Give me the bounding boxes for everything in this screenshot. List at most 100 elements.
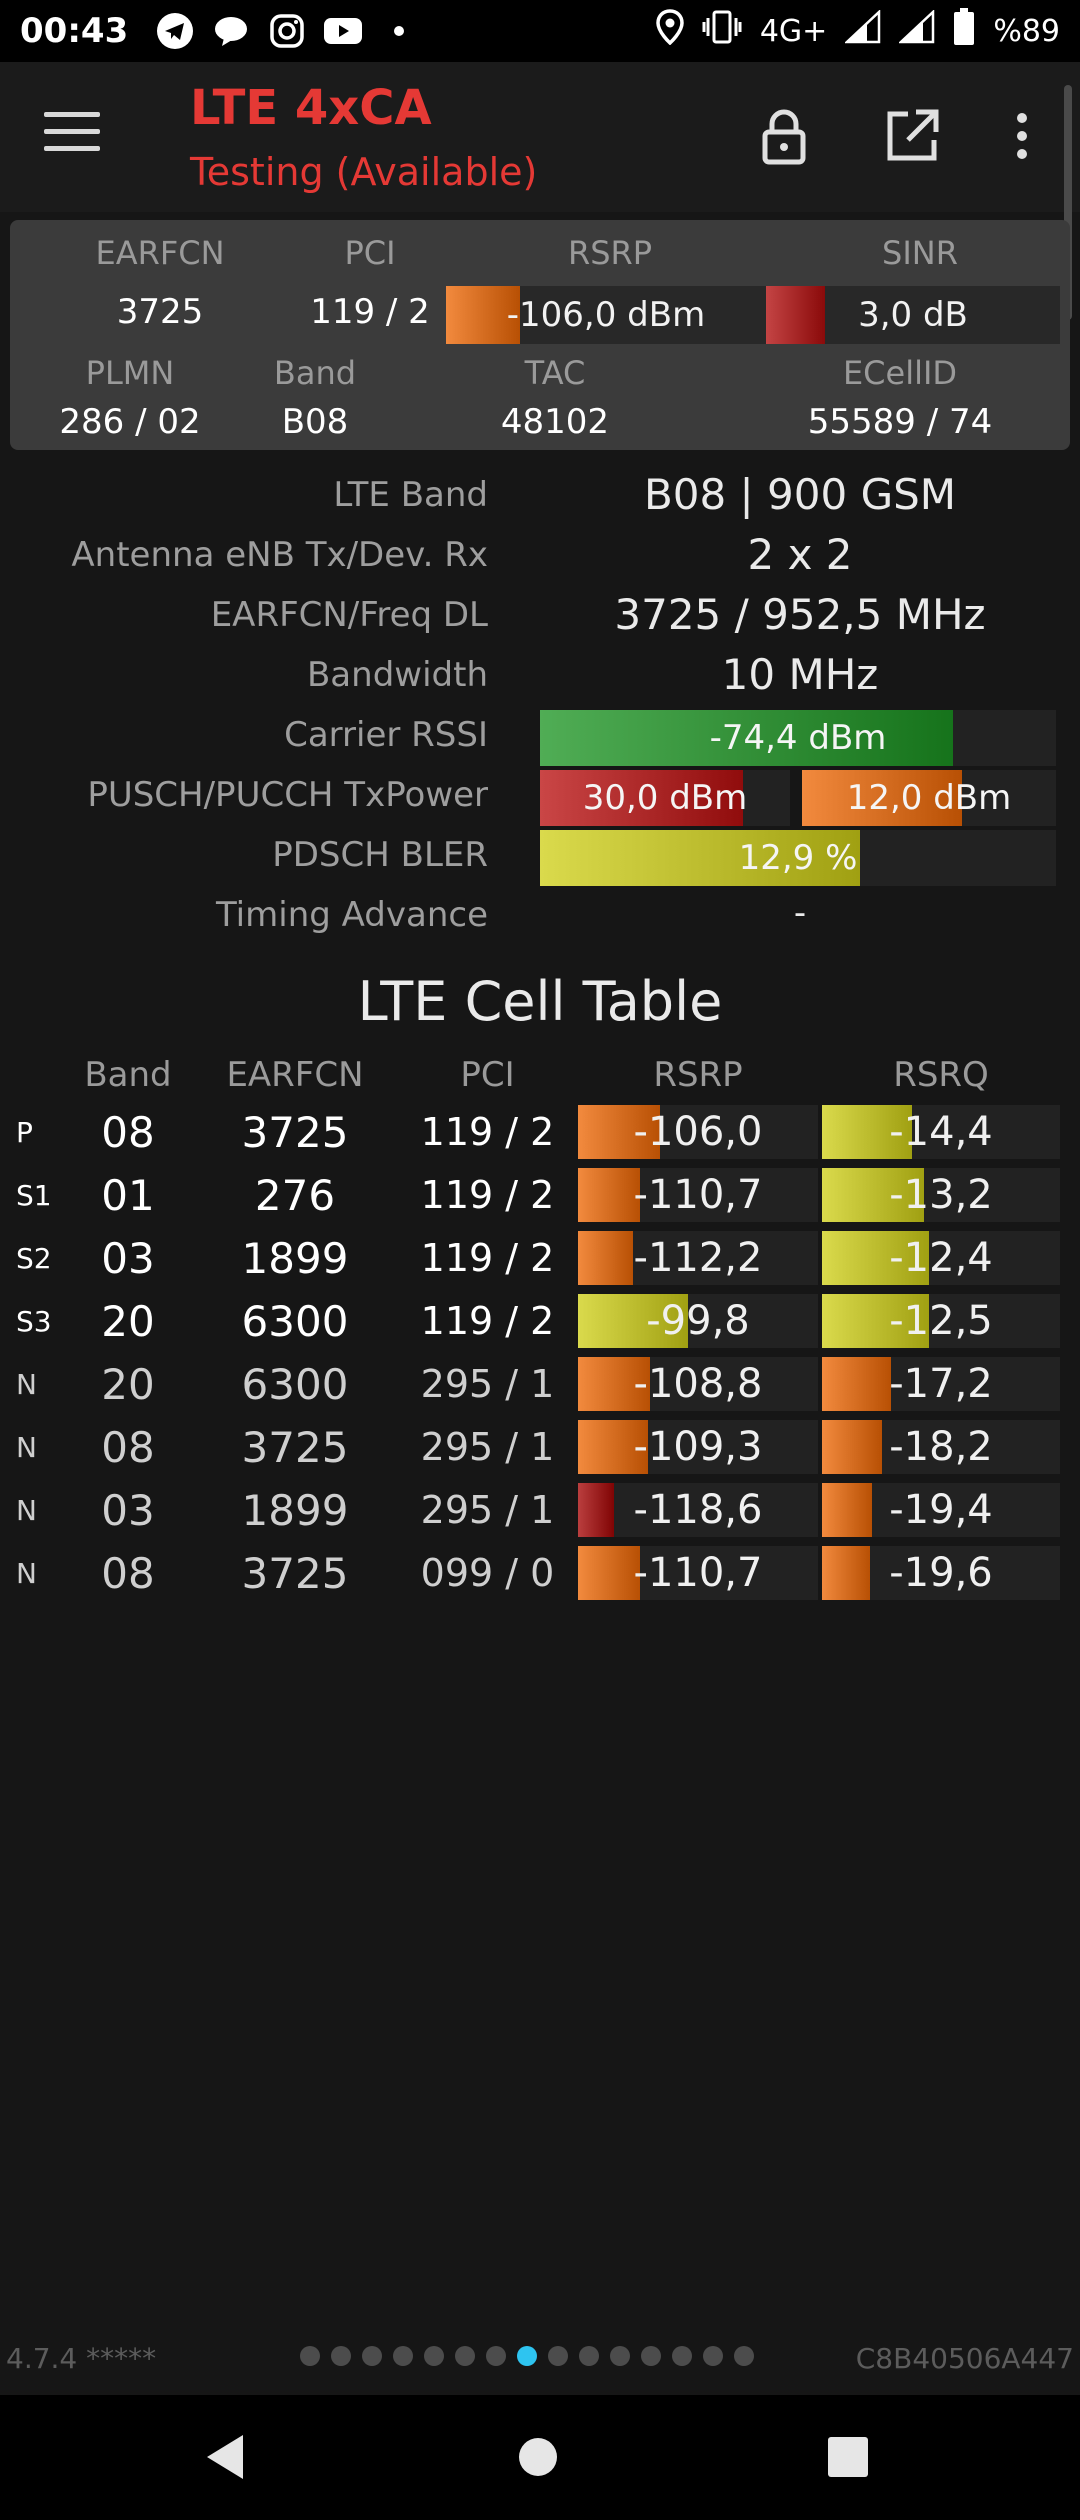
band-label: Band: [273, 354, 357, 392]
cell-rsrq-bar-fill: [822, 1168, 925, 1222]
table-row: N 03 1899 295 / 1 -118,6 -19,4: [0, 1479, 1080, 1541]
more-options-button[interactable]: [1000, 104, 1044, 168]
cell-rsrp-value: -108,8: [633, 1361, 763, 1407]
page-dot[interactable]: [362, 2346, 382, 2366]
bler-bar: 12,9 %: [540, 830, 1056, 886]
plmn-value: 286 / 02: [59, 402, 201, 442]
pusch-power-value: 30,0 dBm: [582, 778, 748, 818]
page-dot[interactable]: [331, 2346, 351, 2366]
cell-rsrp-bar: -110,7: [578, 1168, 818, 1222]
lock-button[interactable]: [752, 104, 816, 168]
cell-rsrq-value: -17,2: [889, 1361, 993, 1407]
cell-band: 01: [101, 1170, 155, 1220]
rsrp-label: RSRP: [567, 234, 653, 272]
rsrp-value: -106,0 dBm: [506, 295, 706, 335]
cell-rsrp-bar: -110,7: [578, 1546, 818, 1600]
table-row: P 08 3725 119 / 2 -106,0 -14,4: [0, 1101, 1080, 1163]
cell-earfcn: 6300: [241, 1359, 349, 1409]
recents-button[interactable]: [818, 2427, 878, 2487]
bandwidth-label: Bandwidth: [306, 655, 488, 695]
cell-type: N: [16, 1367, 37, 1401]
band-value: B08: [281, 402, 349, 442]
antenna-label: Antenna eNB Tx/Dev. Rx: [71, 535, 488, 575]
home-button[interactable]: [508, 2427, 568, 2487]
menu-button[interactable]: [44, 112, 100, 156]
cell-rsrq-bar: -13,2: [822, 1168, 1060, 1222]
cell-rsrp-bar-fill: [578, 1105, 660, 1159]
table-row: N 08 3725 295 / 1 -109,3 -18,2: [0, 1416, 1080, 1478]
open-external-button[interactable]: [880, 104, 944, 168]
timing-advance-value: -: [793, 893, 807, 933]
signal-icon: [898, 9, 935, 52]
cell-type: P: [16, 1115, 33, 1149]
cell-rsrp-bar: -99,8: [578, 1294, 818, 1348]
page-dot[interactable]: [548, 2346, 568, 2366]
cell-pci: 295 / 1: [420, 1362, 555, 1406]
earfcn-freq-value: 3725 / 952,5 MHz: [614, 590, 986, 639]
status-time: 00:43: [20, 11, 129, 51]
cell-pci: 295 / 1: [420, 1425, 555, 1469]
cell-rsrp-bar-fill: [578, 1168, 641, 1222]
pucch-power-bar: 12,0 dBm: [802, 770, 1056, 826]
menu-icon-line: [44, 129, 100, 134]
pusch-power-bar-fill: [540, 770, 743, 826]
cell-rsrp-value: -99,8: [646, 1298, 750, 1344]
cell-rsrp-bar-fill: [578, 1546, 641, 1600]
cell-pci: 295 / 1: [420, 1488, 555, 1532]
page-dot[interactable]: [703, 2346, 723, 2366]
telegram-icon: [154, 10, 196, 52]
page-dot[interactable]: [734, 2346, 754, 2366]
cell-rsrp-bar-fill: [578, 1357, 650, 1411]
home-icon: [519, 2438, 557, 2476]
cell-rsrq-value: -19,4: [889, 1487, 993, 1533]
menu-icon: [44, 112, 100, 117]
scrollbar[interactable]: [1064, 85, 1072, 320]
cell-rsrq-bar-fill: [822, 1231, 930, 1285]
bler-value: 12,9 %: [738, 838, 858, 878]
device-id: C8B40506A447: [855, 2342, 1074, 2375]
cell-rsrq-bar-fill: [822, 1357, 892, 1411]
page-dot[interactable]: [610, 2346, 630, 2366]
page-dot[interactable]: [424, 2346, 444, 2366]
table-row: S2 03 1899 119 / 2 -112,2 -12,4: [0, 1227, 1080, 1289]
page-dot[interactable]: [300, 2346, 320, 2366]
pucch-power-value: 12,0 dBm: [846, 778, 1012, 818]
sinr-label: SINR: [882, 234, 958, 272]
cell-rsrq-value: -18,2: [889, 1424, 993, 1470]
page-dot[interactable]: [455, 2346, 475, 2366]
cell-table-title: LTE Cell Table: [357, 970, 723, 1033]
cell-rsrq-bar-fill: [822, 1546, 870, 1600]
cell-band: 03: [101, 1485, 155, 1535]
cell-rsrp-bar: -109,3: [578, 1420, 818, 1474]
status-right: 4G+ %89: [656, 8, 1060, 54]
cell-rsrp-bar: -118,6: [578, 1483, 818, 1537]
cell-rsrq-value: -19,6: [889, 1550, 993, 1596]
cell-earfcn: 3725: [241, 1107, 349, 1157]
back-button[interactable]: [195, 2427, 255, 2487]
page-dot-active[interactable]: [517, 2346, 537, 2366]
page-dot[interactable]: [393, 2346, 413, 2366]
instagram-icon: [266, 10, 308, 52]
column-header-rsrq: RSRQ: [893, 1055, 989, 1095]
cell-rsrq-value: -12,5: [889, 1298, 993, 1344]
lte-band-value: B08 | 900 GSM: [643, 470, 957, 519]
column-header-band: Band: [84, 1055, 172, 1095]
page-dot[interactable]: [672, 2346, 692, 2366]
menu-icon-line: [44, 146, 100, 151]
page-indicator[interactable]: [300, 2346, 754, 2366]
battery-icon: [953, 8, 975, 54]
status-bar: 00:43 4G+ %89: [0, 0, 1080, 62]
page-dot[interactable]: [579, 2346, 599, 2366]
bler-label: PDSCH BLER: [272, 835, 488, 875]
pucch-power-bar-fill: [802, 770, 963, 826]
plmn-label: PLMN: [85, 354, 175, 392]
page-dot[interactable]: [641, 2346, 661, 2366]
navigation-bar: [0, 2395, 1080, 2520]
cell-earfcn: 1899: [241, 1233, 349, 1283]
page-dot[interactable]: [486, 2346, 506, 2366]
sinr-meter: 3,0 dB: [766, 286, 1060, 344]
summary-panel: EARFCN PCI RSRP SINR 3725 119 / 2 -106,0…: [10, 220, 1070, 450]
network-type: 4G+: [759, 13, 828, 49]
timing-advance-label: Timing Advance: [215, 895, 488, 935]
cell-rsrq-bar: -14,4: [822, 1105, 1060, 1159]
